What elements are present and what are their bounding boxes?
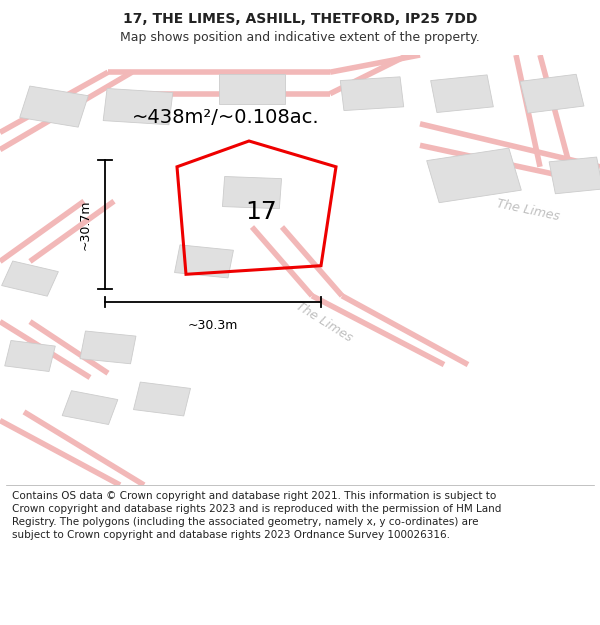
Text: 17: 17 (245, 200, 277, 224)
Polygon shape (431, 75, 493, 112)
Text: ~30.7m: ~30.7m (79, 199, 92, 250)
Polygon shape (340, 77, 404, 111)
Text: 17, THE LIMES, ASHILL, THETFORD, IP25 7DD: 17, THE LIMES, ASHILL, THETFORD, IP25 7D… (123, 12, 477, 26)
Text: The Limes: The Limes (495, 197, 561, 223)
Polygon shape (2, 261, 58, 296)
Text: The Limes: The Limes (293, 299, 355, 344)
Polygon shape (219, 74, 285, 104)
Polygon shape (5, 341, 55, 371)
Polygon shape (62, 391, 118, 424)
Polygon shape (103, 89, 173, 125)
Polygon shape (223, 176, 281, 209)
Polygon shape (80, 331, 136, 364)
Polygon shape (427, 148, 521, 202)
Polygon shape (549, 157, 600, 194)
Polygon shape (134, 382, 190, 416)
Polygon shape (175, 245, 233, 278)
Text: Map shows position and indicative extent of the property.: Map shows position and indicative extent… (120, 31, 480, 44)
Polygon shape (520, 74, 584, 113)
Polygon shape (20, 86, 88, 127)
Text: ~438m²/~0.108ac.: ~438m²/~0.108ac. (132, 108, 320, 127)
Text: ~30.3m: ~30.3m (188, 319, 238, 332)
Text: Contains OS data © Crown copyright and database right 2021. This information is : Contains OS data © Crown copyright and d… (12, 491, 502, 541)
